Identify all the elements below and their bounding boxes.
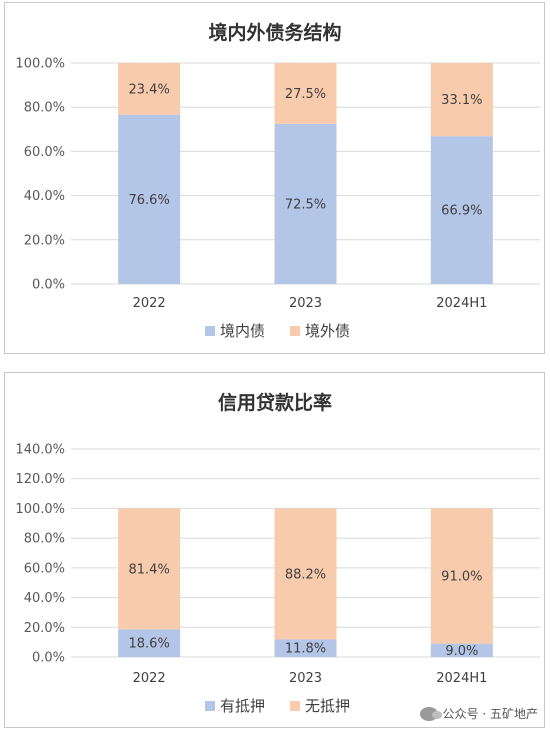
legend-swatch	[205, 701, 215, 711]
bar-segment	[274, 63, 337, 124]
data-label: 33.1%	[441, 93, 482, 108]
bar-segment	[430, 508, 493, 644]
bar-segment	[118, 629, 181, 657]
legend-label: 境内债	[220, 322, 265, 340]
data-label: 66.9%	[441, 204, 482, 219]
watermark: 公众号 · 五矿地产	[419, 705, 538, 722]
y-tick-label: 60.0%	[24, 145, 65, 160]
bar-segment	[118, 63, 181, 115]
y-tick-label: 80.0%	[24, 532, 65, 547]
data-label: 27.5%	[285, 87, 326, 102]
legend-label: 有抵押	[220, 697, 265, 715]
y-tick-label: 0.0%	[32, 651, 65, 666]
y-tick-label: 60.0%	[24, 561, 65, 576]
data-label: 72.5%	[285, 197, 326, 212]
chart-debt-structure: 境内外债务结构 0.0% 20.0% 40.0% 60.0% 80.0% 100.0% 76.…	[15, 21, 540, 340]
y-tick-label: 0.0%	[32, 278, 65, 293]
legend-swatch	[290, 701, 300, 711]
data-label: 91.0%	[441, 570, 482, 585]
bar-segment	[274, 639, 337, 657]
data-label: 11.8%	[285, 642, 326, 657]
bar-segment	[274, 508, 337, 640]
data-label: 9.0%	[445, 644, 478, 659]
y-tick-label: 40.0%	[24, 189, 65, 204]
watermark-text: 公众号 · 五矿地产	[442, 707, 538, 721]
y-tick-label: 100.0%	[15, 57, 65, 72]
legend-label: 境外债	[305, 322, 350, 340]
x-tick-label: 2024H1	[436, 671, 487, 686]
chart-credit-loan-ratio: 信用贷款比率 0.0% 20.0% 40.0% 60.0% 80.0% 100.0% 120.…	[15, 391, 540, 715]
y-tick-label: 40.0%	[24, 591, 65, 606]
chart-title: 信用贷款比率	[218, 391, 332, 414]
y-tick-label: 20.0%	[24, 621, 65, 636]
data-label: 76.6%	[129, 193, 170, 208]
bar-segment	[430, 63, 493, 137]
legend-label: 无抵押	[305, 697, 350, 715]
y-tick-label: 80.0%	[24, 101, 65, 116]
wechat-icon	[419, 706, 442, 721]
bar-segment	[430, 643, 493, 657]
chart-panel-debt-structure: 境内外债务结构 0.0% 20.0% 40.0% 60.0% 80.0% 100.0% 76.…	[4, 2, 545, 354]
x-tick-label: 2023	[289, 671, 322, 686]
bar-segment	[118, 114, 181, 285]
chart-title: 境内外债务结构	[208, 21, 341, 44]
x-tick-label: 2022	[133, 671, 166, 686]
y-tick-label: 120.0%	[15, 472, 65, 487]
y-tick-label: 140.0%	[15, 443, 65, 458]
data-label: 88.2%	[285, 567, 326, 582]
data-label: 23.4%	[129, 82, 170, 97]
y-tick-label: 100.0%	[15, 502, 65, 517]
x-tick-label: 2023	[289, 296, 322, 311]
bar-segment	[430, 136, 493, 284]
bar-segment	[118, 508, 181, 630]
bar-segment	[274, 123, 337, 285]
x-tick-label: 2024H1	[436, 296, 487, 311]
chart-panel-credit-loan-ratio: 信用贷款比率 0.0% 20.0% 40.0% 60.0% 80.0% 100.0% 120.…	[4, 372, 545, 728]
x-tick-label: 2022	[133, 296, 166, 311]
data-label: 81.4%	[129, 562, 170, 577]
data-label: 18.6%	[129, 637, 170, 652]
y-tick-label: 20.0%	[24, 233, 65, 248]
legend-swatch	[205, 326, 215, 336]
legend-swatch	[290, 326, 300, 336]
